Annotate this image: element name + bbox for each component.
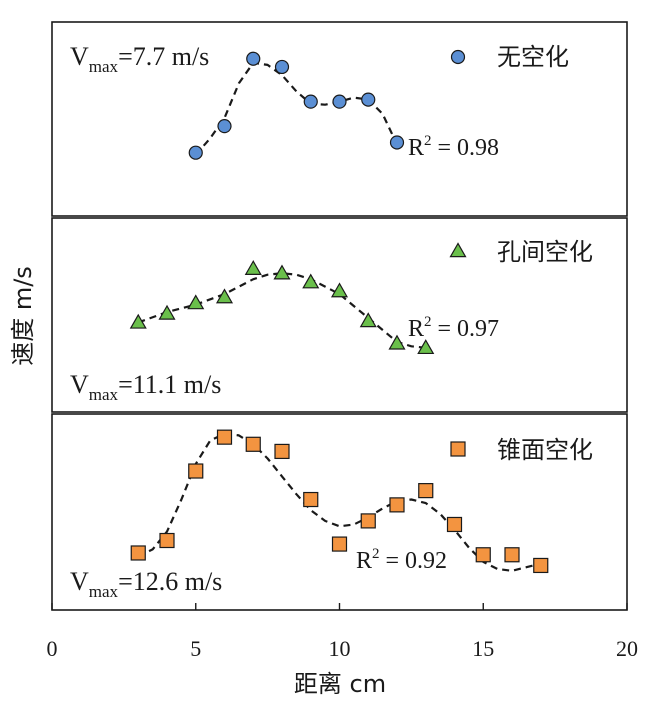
panel-frame-1	[51, 21, 628, 217]
legend-marker-1	[450, 49, 466, 65]
data-point-2-4	[215, 288, 234, 304]
data-point-2-1	[129, 313, 147, 329]
r2-label-2: R2 = 0.97	[408, 314, 499, 342]
legend-label-1: 无空化	[497, 43, 569, 71]
fit-curve-3	[137, 432, 542, 572]
x-tick-label-0: 0	[47, 636, 58, 661]
data-point-3-10	[389, 497, 405, 513]
panel-frame-2	[51, 217, 628, 413]
data-point-2-6	[273, 264, 291, 280]
data-point-2-9	[359, 312, 377, 328]
data-point-3-11	[418, 483, 434, 499]
data-point-2-10	[388, 334, 406, 350]
legend-marker-2	[449, 242, 467, 258]
legend-marker-3	[450, 441, 466, 457]
data-point-3-3	[188, 463, 204, 479]
data-point-2-8	[330, 282, 349, 298]
data-point-3-5	[245, 436, 261, 452]
fit-curve-2	[137, 272, 426, 349]
data-point-1-4	[274, 59, 290, 75]
x-tick-label-15: 15	[472, 636, 494, 661]
data-point-3-7	[303, 491, 319, 508]
data-point-2-7	[302, 273, 320, 289]
data-point-1-6	[332, 94, 347, 109]
data-point-1-1	[188, 145, 203, 160]
data-point-1-7	[361, 92, 376, 107]
r2-label-3: R2 = 0.92	[356, 546, 447, 574]
vmax-label-3: Vmax=12.6 m/s	[70, 567, 222, 601]
y-axis-title: 速度 m/s	[9, 266, 37, 366]
vmax-label-2: Vmax=11.1 m/s	[70, 370, 221, 404]
x-tick-label-5: 5	[190, 636, 201, 661]
data-point-1-3	[246, 51, 261, 66]
data-point-2-11	[417, 339, 435, 355]
data-point-3-1	[130, 545, 146, 561]
data-point-3-2	[159, 532, 175, 549]
data-point-3-8	[331, 536, 348, 552]
data-point-2-2	[158, 304, 176, 320]
data-point-1-8	[389, 135, 405, 150]
data-point-2-3	[187, 294, 205, 310]
legend-label-3: 锥面空化	[497, 436, 593, 464]
data-point-3-12	[446, 516, 463, 533]
x-axis-title: 距离 cm	[294, 670, 386, 698]
data-point-1-5	[303, 94, 318, 109]
fit-curve-1	[194, 61, 398, 156]
data-point-3-15	[533, 557, 549, 574]
x-tick-label-20: 20	[616, 636, 638, 661]
legend-label-2: 孔间空化	[497, 238, 593, 266]
data-point-1-2	[217, 119, 232, 134]
data-point-3-14	[504, 547, 520, 563]
data-point-3-4	[216, 429, 233, 445]
data-point-3-6	[274, 443, 290, 460]
vmax-label-1: Vmax=7.7 m/s	[70, 42, 209, 76]
r2-label-1: R2 = 0.98	[408, 133, 499, 161]
data-point-3-9	[360, 513, 376, 529]
data-point-2-5	[244, 260, 262, 275]
data-point-3-13	[475, 547, 491, 563]
x-tick-label-10: 10	[329, 636, 351, 661]
